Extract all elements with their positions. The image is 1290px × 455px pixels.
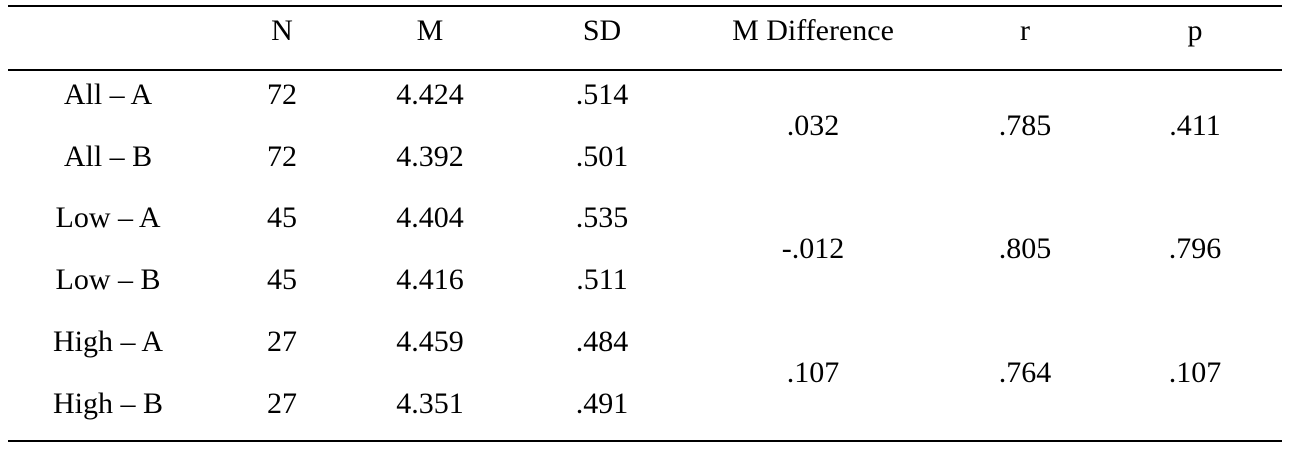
- data-cell: 4.404: [396, 201, 464, 234]
- data-cell: 27: [267, 325, 297, 358]
- header-cell: N: [271, 14, 293, 47]
- data-cell: 72: [267, 78, 297, 111]
- group-cell: .796: [1168, 232, 1222, 265]
- bottom-rule: [8, 440, 1282, 442]
- group-cell: .107: [1168, 356, 1222, 389]
- group-cell: .805: [998, 232, 1052, 265]
- top-rule: [8, 5, 1282, 7]
- row-label: All – B: [63, 140, 153, 173]
- group-cell: .411: [1169, 109, 1221, 142]
- row-label: All – A: [63, 78, 153, 111]
- group-cell: .785: [998, 109, 1052, 142]
- data-cell: 27: [267, 387, 297, 420]
- data-cell: 45: [267, 263, 297, 296]
- data-cell: 4.424: [396, 78, 464, 111]
- data-cell: 45: [267, 201, 297, 234]
- group-cell: .032: [786, 109, 840, 142]
- data-cell: 4.416: [396, 263, 464, 296]
- data-cell: .535: [575, 201, 629, 234]
- group-cell: .107: [786, 356, 840, 389]
- row-label: Low – B: [55, 263, 161, 296]
- data-cell: .514: [575, 78, 629, 111]
- row-label: High – B: [52, 387, 164, 420]
- header-cell: p: [1187, 14, 1203, 47]
- data-cell: .501: [575, 140, 629, 173]
- row-label: Low – A: [55, 201, 161, 234]
- data-cell: 4.392: [396, 140, 464, 173]
- data-cell: 4.459: [396, 325, 464, 358]
- data-cell: .511: [576, 263, 628, 296]
- data-cell: .484: [575, 325, 629, 358]
- group-cell: -.012: [781, 232, 845, 265]
- header-cell: SD: [582, 14, 622, 47]
- header-cell: r: [1020, 14, 1030, 47]
- data-cell: .491: [575, 387, 629, 420]
- header-cell: M: [416, 14, 444, 47]
- row-label: High – A: [52, 325, 164, 358]
- data-cell: 72: [267, 140, 297, 173]
- header-rule: [8, 69, 1282, 71]
- header-cell: M Difference: [732, 14, 894, 47]
- data-cell: 4.351: [396, 387, 464, 420]
- group-cell: .764: [998, 356, 1052, 389]
